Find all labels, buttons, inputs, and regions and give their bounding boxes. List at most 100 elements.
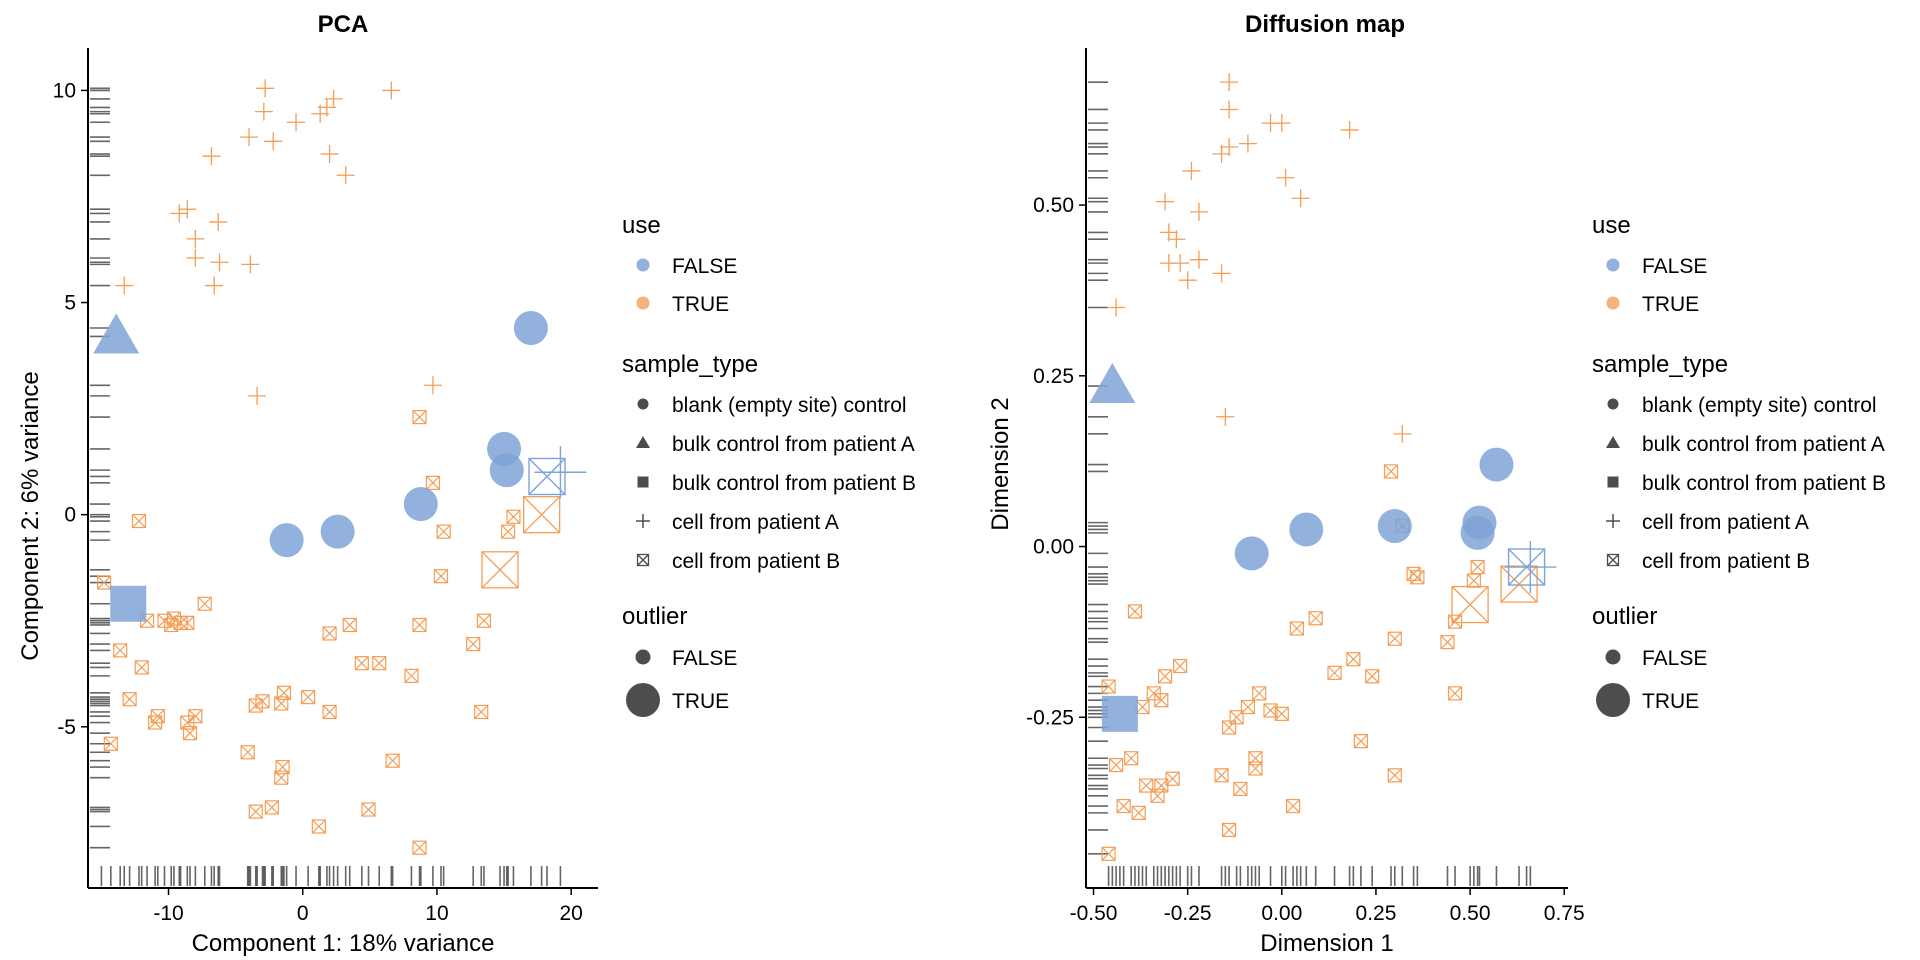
dm-ytick-label-1: 0.00 (1033, 536, 1074, 559)
pca-point-blank-6 (489, 453, 524, 488)
dm-point-cell-a-8 (1189, 202, 1208, 221)
dm-point-cell-b-11-d2 (1154, 693, 1169, 708)
dm-point-cell-a-12 (1220, 138, 1239, 157)
pca-point-cell-b-32-box (354, 656, 369, 671)
dm-point-cell-b-33-box (1365, 669, 1380, 684)
pca-point-cell-b-44-box (412, 840, 427, 855)
dm-point-cell-b-25-box (1263, 703, 1278, 718)
dm-point-cell-b-13-box (1157, 669, 1173, 684)
pca-legend-sample-type-title: sample_type (622, 351, 758, 378)
dm-point-cell-b-21 (1240, 699, 1256, 715)
dm-point-cell-b-19-box (1229, 710, 1244, 725)
pca-point-cell-a-21 (382, 81, 401, 100)
dm-point-cell-b-0 (1101, 679, 1116, 694)
dm-point-cell-a-21 (1216, 407, 1235, 426)
dm-point-cell-b-39-d2 (1448, 686, 1462, 701)
dm-point-cell-b-8-d2 (1139, 778, 1154, 793)
pca-point-cell-b-26-d2 (274, 770, 289, 785)
pca-point-cell-b-39 (436, 524, 451, 539)
pca-point-cell-b-0-d2 (97, 575, 112, 590)
pca-point-cell-b-38-d2 (425, 475, 440, 490)
dm-legend-sample-type-label-3: cell from patient A (1642, 511, 1809, 534)
dm-point-cell-b-33 (1365, 669, 1380, 684)
dm-point-blank-7 (1479, 447, 1514, 482)
dm-point-cell-b-34-box (1387, 631, 1402, 646)
dm-legend-use-title: use (1592, 212, 1631, 239)
pca-point-cell-b-46 (500, 524, 516, 539)
dm-point-cell-b-23 (1248, 761, 1263, 776)
pca-point-cell-b-42-d2 (474, 705, 489, 719)
pca-point-cell-a-11 (248, 386, 267, 405)
pca-point-cell-b-3 (122, 692, 137, 707)
pca-title: PCA (318, 11, 369, 38)
dm-point-cell-b-33-d2 (1365, 669, 1380, 684)
pca-legend-sample-type-key-2 (637, 476, 649, 488)
pca-point-cell-a-5 (205, 276, 224, 295)
dm-point-cell-b-20-d2 (1233, 782, 1248, 796)
pca-point-cell-b-31-d2 (342, 618, 357, 632)
pca-point-cell-b-37-box (412, 617, 427, 633)
dm-point-cell-b-14-box (1165, 771, 1180, 786)
pca-point-cell-b-8-box (150, 709, 165, 724)
pca-point-cell-a-18 (324, 89, 343, 108)
pca-point-cell-b-28 (311, 819, 326, 834)
pca-point-cell-b-47 (506, 509, 521, 524)
dm-legend-outlier-key-0 (1605, 649, 1621, 665)
pca-point-cell-b-21 (255, 694, 270, 709)
pca-point-cell-b-30 (322, 704, 337, 720)
dm-legend-use-label-0: FALSE (1642, 255, 1707, 278)
pca-point-cell-b-0 (97, 575, 112, 590)
dm-point-cell-b-42-d2 (1470, 560, 1485, 574)
pca-point-cell-b-1 (103, 736, 118, 751)
pca-point-cell-b-34-d2 (372, 656, 387, 671)
pca-point-cell-b-27-d2 (301, 690, 316, 705)
pca-point-cell-b-46-box (500, 524, 516, 539)
dm-point-cell-b-14-d2 (1165, 771, 1180, 786)
pca-point-cell-b-35 (385, 753, 400, 768)
dm-point-cell-b-outlier-0-box (1451, 585, 1489, 624)
dm-point-cell-a-17 (1272, 114, 1291, 133)
pca-point-cell-b-16-box (188, 709, 203, 724)
pca-point-cell-b-43-box (476, 613, 492, 628)
pca-point-cell-a-20 (336, 166, 355, 185)
pca-point-cell-b-2-d2 (113, 643, 128, 658)
dm-point-cell-b-3-box (1116, 798, 1131, 814)
diffusion-map-x-ticks: -0.50 -0.25 0.00 0.25 0.50 0.75 (1070, 888, 1585, 925)
pca-legend-sample-type-label-0: blank (empty site) control (672, 394, 907, 417)
pca-point-cell-b-47-box (506, 509, 521, 524)
dm-point-cell-b-22 (1248, 751, 1263, 766)
pca-point-cell-a-0 (115, 276, 134, 295)
pca-point-cell-b-5 (134, 660, 149, 675)
dm-point-cell-b-31-d2 (1346, 652, 1361, 667)
pca-ytick-label-2: 5 (64, 292, 76, 315)
dm-point-bulk-a-0 (1089, 363, 1136, 404)
dm-point-cell-b-4 (1124, 751, 1139, 766)
dm-point-cell-b-27-d2 (1286, 799, 1301, 813)
dm-point-cell-b-2 (1109, 757, 1124, 773)
pca-xtick-label-1: 0 (297, 902, 309, 925)
dm-point-cell-a-13 (1220, 100, 1239, 119)
pca-point-cell-b-18-box (240, 745, 255, 760)
pca-point-cell-b-43-d2 (476, 613, 491, 628)
pca-point-cell-b-30-box (322, 704, 337, 720)
dm-point-cell-b-3-d2 (1116, 799, 1131, 813)
dm-point-cell-a-20 (1340, 120, 1359, 139)
dm-point-bulk-b-1 (1101, 695, 1138, 732)
dm-point-cell-b-34 (1387, 631, 1402, 646)
diffusion-map-y-ticks: -0.25 0.00 0.25 0.50 (1026, 194, 1086, 729)
pca-ytick-label-0: -5 (57, 716, 76, 739)
pca-point-cell-a-6 (209, 212, 228, 231)
dm-point-cell-b-9-d2 (1146, 686, 1161, 701)
dm-point-cell-b-35 (1387, 768, 1402, 783)
dm-point-cell-b-6 (1131, 805, 1146, 820)
dm-point-cell-b-31-box (1346, 652, 1361, 667)
dm-point-cell-b-44 (1383, 464, 1399, 479)
pca-legend-sample-type-label-1: bulk control from patient A (672, 433, 915, 456)
pca-point-cell-b-23-box (274, 696, 289, 711)
pca-point-cell-a-1 (170, 204, 189, 223)
pca-point-cell-b-40-d2 (434, 569, 448, 584)
pca-point-cell-a-12 (254, 102, 273, 121)
dm-point-cell-b-40-d2 (1448, 614, 1462, 629)
pca-point-blank-4 (403, 487, 438, 522)
dm-point-cell-b-29 (1308, 611, 1323, 626)
